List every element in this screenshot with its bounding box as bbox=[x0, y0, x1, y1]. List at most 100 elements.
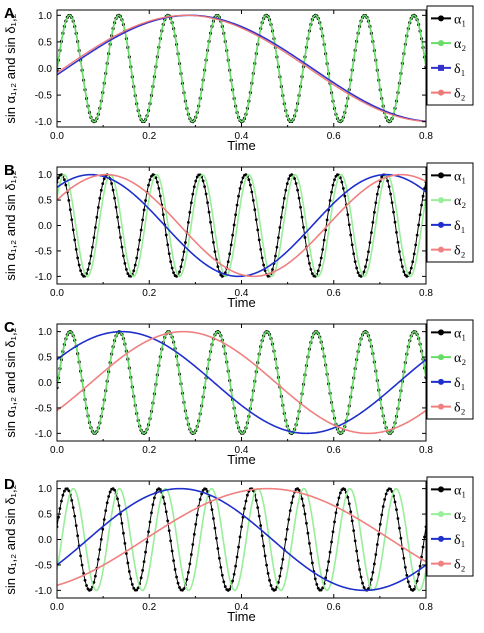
series-point bbox=[282, 196, 286, 200]
series-point bbox=[408, 271, 412, 275]
series-point bbox=[130, 583, 134, 586]
series-point bbox=[186, 570, 190, 574]
legend-box bbox=[426, 5, 474, 106]
series-point bbox=[213, 526, 217, 530]
panel-letter: A bbox=[4, 5, 15, 22]
series-point bbox=[231, 233, 235, 237]
series-point bbox=[415, 579, 419, 583]
x-tick-label: 0.6 bbox=[327, 288, 341, 299]
series-point bbox=[315, 583, 319, 586]
panel-letter: B bbox=[4, 162, 15, 179]
series-point bbox=[265, 563, 268, 567]
legend-marker-2 bbox=[438, 40, 444, 47]
series-point bbox=[402, 556, 406, 560]
series-point bbox=[172, 559, 176, 563]
series-point bbox=[67, 198, 71, 202]
series-point bbox=[57, 176, 60, 180]
series-point bbox=[86, 268, 90, 271]
series-point bbox=[167, 529, 171, 533]
y-tick-label: -1.0 bbox=[35, 586, 53, 597]
series-point bbox=[256, 228, 260, 232]
series-point bbox=[257, 238, 261, 242]
y-tick-label: 1.0 bbox=[38, 484, 52, 495]
series-point bbox=[331, 530, 335, 534]
x-tick-label: 0.4 bbox=[235, 288, 249, 299]
series-point bbox=[169, 539, 173, 543]
series-point bbox=[88, 262, 91, 265]
series-markers-1 bbox=[57, 173, 426, 278]
series-point bbox=[248, 183, 252, 187]
series-point bbox=[380, 175, 384, 179]
series-point bbox=[142, 560, 146, 564]
series-point bbox=[122, 254, 125, 258]
series-point bbox=[126, 561, 130, 565]
series-point bbox=[215, 536, 218, 540]
series-point bbox=[169, 260, 173, 264]
series-point bbox=[120, 245, 124, 249]
series-point bbox=[232, 223, 236, 227]
series-point bbox=[308, 261, 311, 265]
series-point bbox=[368, 241, 372, 244]
series-point bbox=[119, 236, 122, 239]
series-point bbox=[341, 186, 345, 190]
series-point bbox=[74, 524, 78, 528]
series-point bbox=[321, 586, 325, 590]
series-point bbox=[371, 570, 375, 574]
series-point bbox=[102, 518, 106, 521]
x-tick-label: 0.8 bbox=[419, 602, 433, 613]
series-point bbox=[99, 538, 103, 541]
series-point bbox=[244, 499, 248, 503]
series-point bbox=[279, 215, 283, 219]
series-point bbox=[188, 562, 192, 566]
chart-panel-c: C 0.0 0.2 0.4 0.6 0.8 1.0 0.5 0.0 -0.5 -1.0 Time sin… bbox=[3, 319, 474, 467]
series-point bbox=[256, 506, 260, 510]
series-point bbox=[316, 269, 320, 273]
series-point bbox=[96, 557, 100, 561]
series-point bbox=[365, 258, 369, 262]
series-point bbox=[124, 552, 128, 555]
legend-label-1: α₁ bbox=[454, 326, 466, 341]
x-tick-label: 0.8 bbox=[419, 131, 433, 142]
series-point bbox=[186, 221, 190, 224]
series-point bbox=[141, 218, 145, 222]
series-point bbox=[207, 210, 211, 214]
x-tick-label: 0.8 bbox=[419, 445, 433, 456]
y-axis-title: sin α₁,₂ and sin δ₁,₂ bbox=[3, 13, 18, 123]
series-point bbox=[166, 519, 170, 523]
series-point bbox=[309, 552, 313, 555]
series-point bbox=[253, 208, 257, 212]
series-point bbox=[293, 177, 297, 181]
y-tick-label: 0.0 bbox=[38, 535, 52, 546]
series-point bbox=[371, 221, 375, 224]
legend-marker-4 bbox=[438, 403, 444, 410]
series-point bbox=[281, 557, 285, 561]
series-point bbox=[275, 245, 279, 249]
series-point bbox=[377, 532, 381, 536]
series-point bbox=[116, 497, 119, 501]
series-point bbox=[372, 210, 376, 214]
series-point bbox=[398, 526, 401, 530]
series-point bbox=[110, 182, 114, 185]
legend: α₁ α₂ δ₁ δ₂ bbox=[426, 319, 474, 420]
series-point bbox=[325, 218, 329, 222]
series-point bbox=[223, 585, 227, 588]
series-point bbox=[302, 504, 305, 508]
series-point bbox=[212, 517, 215, 520]
y-tick-label: 0.0 bbox=[38, 221, 52, 232]
series-point bbox=[420, 555, 423, 559]
series-point bbox=[76, 256, 80, 260]
series-point bbox=[166, 243, 170, 247]
y-tick-label: -1.0 bbox=[35, 272, 53, 283]
series-point bbox=[71, 506, 75, 510]
series-point bbox=[70, 218, 74, 222]
series-point bbox=[91, 245, 94, 249]
series-point bbox=[338, 491, 342, 495]
series-point bbox=[60, 499, 63, 503]
series-point bbox=[154, 176, 158, 180]
series-point bbox=[260, 256, 264, 260]
series-point bbox=[352, 529, 356, 533]
series-point bbox=[390, 201, 394, 205]
series-point bbox=[414, 243, 418, 247]
series-point bbox=[201, 179, 205, 183]
x-tick-label: 0.4 bbox=[235, 445, 249, 456]
